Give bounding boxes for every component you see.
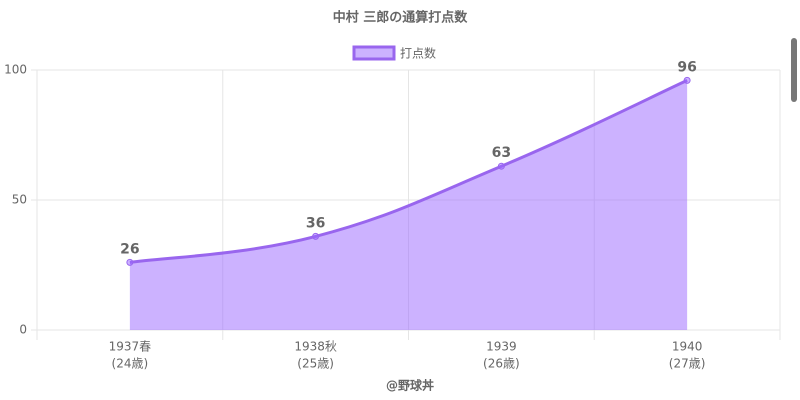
x-tick-sublabel: (26歳) — [483, 357, 520, 371]
data-label: 36 — [306, 215, 325, 231]
y-tick-label: 100 — [4, 63, 27, 77]
data-label: 63 — [492, 145, 511, 161]
x-tick-sublabel: (25歳) — [297, 357, 334, 371]
point — [126, 258, 134, 266]
x-tick-label: 1939 — [486, 340, 517, 354]
data-label: 26 — [120, 241, 139, 257]
x-tick-label: 1937春 — [109, 340, 152, 354]
point — [683, 76, 691, 84]
point — [312, 232, 320, 240]
point — [497, 162, 505, 170]
area — [129, 80, 688, 331]
x-tick-label: 1940 — [672, 340, 703, 354]
y-tick-label: 50 — [12, 193, 27, 207]
legend-swatch — [352, 45, 396, 61]
data-label: 96 — [677, 59, 696, 75]
y-tick-label: 0 — [19, 323, 27, 337]
x-tick-label: 1938秋 — [294, 340, 337, 354]
legend-label: 打点数 — [400, 46, 436, 61]
scrollbar[interactable] — [791, 38, 797, 102]
chart-title: 中村 三郎の通算打点数 — [333, 10, 469, 26]
x-tick-sublabel: (24歳) — [112, 357, 149, 371]
x-axis-title: @野球丼 — [386, 378, 434, 393]
x-tick-sublabel: (27歳) — [669, 357, 706, 371]
line — [129, 79, 688, 264]
